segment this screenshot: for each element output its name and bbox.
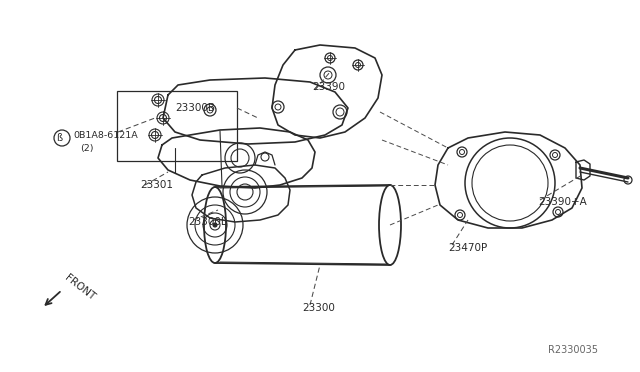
Text: R2330035: R2330035	[548, 345, 598, 355]
Text: 23470P: 23470P	[448, 243, 487, 253]
Text: 23390: 23390	[312, 82, 345, 92]
Text: 0B1A8-6121A: 0B1A8-6121A	[73, 131, 138, 141]
Text: 23300B: 23300B	[175, 103, 215, 113]
Text: 23300L: 23300L	[188, 217, 227, 227]
Circle shape	[213, 223, 217, 227]
Text: 23300: 23300	[302, 303, 335, 313]
Text: FRONT: FRONT	[63, 272, 97, 302]
Text: (2): (2)	[80, 144, 93, 153]
Text: 23301: 23301	[140, 180, 173, 190]
Text: 23390+A: 23390+A	[538, 197, 587, 207]
Text: ß: ß	[56, 133, 62, 143]
